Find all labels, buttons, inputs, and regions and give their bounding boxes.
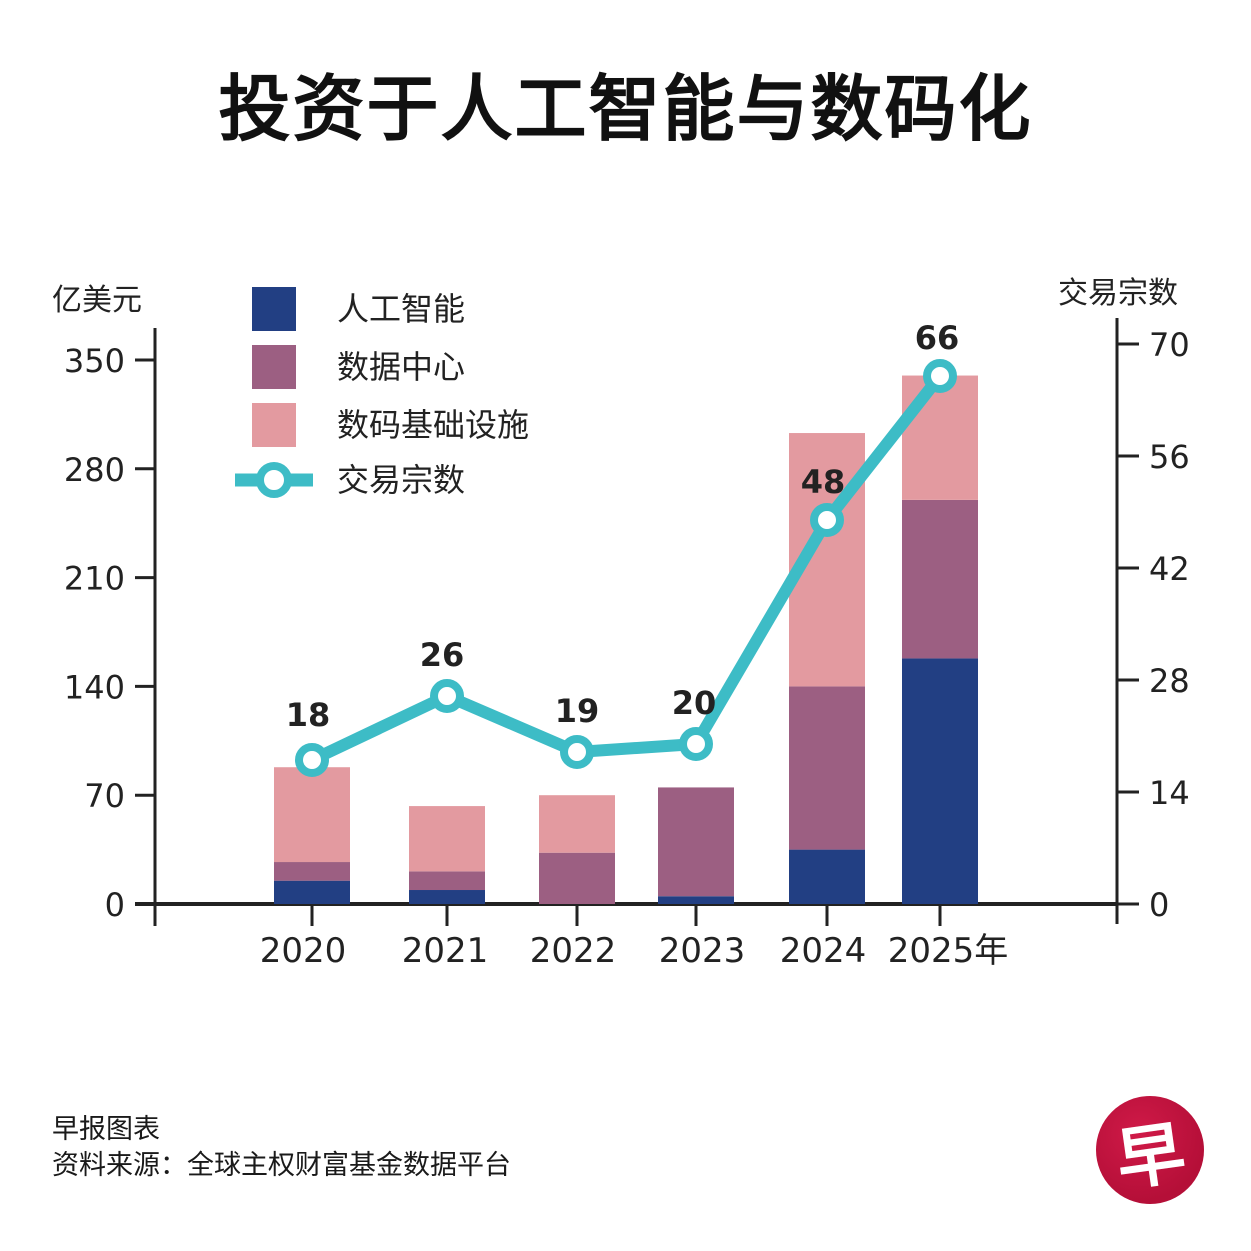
line-point <box>295 743 329 777</box>
legend-swatch <box>252 403 296 447</box>
line-path <box>309 372 945 766</box>
line-point <box>923 359 957 393</box>
left-tick-label: 280 <box>64 451 125 489</box>
bar-segment <box>658 787 734 897</box>
left-tick-label: 140 <box>64 668 125 706</box>
legend-label: 交易宗数 <box>337 461 465 499</box>
line-point <box>560 735 594 769</box>
data-source: 资料来源：全球主权财富基金数据平台 <box>52 1150 511 1181</box>
right-tick-label: 14 <box>1149 774 1190 812</box>
line-data-label: 20 <box>672 684 717 722</box>
x-tick-label: 2025年 <box>888 931 1009 971</box>
right-tick-label: 70 <box>1149 326 1190 364</box>
legend-swatch <box>252 345 296 389</box>
bar-segment <box>658 896 734 904</box>
line-point <box>679 727 713 761</box>
logo-glyph: 早 <box>1111 1112 1191 1201</box>
legend-line-marker <box>256 462 292 498</box>
right-axis-title: 交易宗数 <box>1058 276 1178 311</box>
bar-segment <box>789 849 865 904</box>
bar-segment <box>274 767 350 863</box>
chart-credit: 早报图表 <box>52 1114 160 1145</box>
bar-segment <box>274 862 350 881</box>
bar-segment <box>409 890 485 904</box>
legend-label: 数据中心 <box>337 348 465 386</box>
bar-segment <box>789 686 865 850</box>
line-data-label: 19 <box>555 692 600 730</box>
left-tick-label: 210 <box>64 560 125 598</box>
line-data-label: 18 <box>286 696 331 734</box>
right-tick-label: 42 <box>1149 550 1190 588</box>
legend-swatch <box>252 287 296 331</box>
left-tick-label: 0 <box>105 886 125 924</box>
line-data-label: 66 <box>915 319 960 357</box>
x-tick-label: 2023 <box>659 931 746 971</box>
bar-segment <box>902 375 978 500</box>
legend-label: 数码基础设施 <box>337 406 529 444</box>
bars <box>274 375 978 904</box>
bar-segment <box>902 658 978 904</box>
zaobao-logo-icon: 早 <box>1096 1096 1204 1204</box>
chart-title: 投资于人工智能与数码化 <box>218 67 1033 151</box>
left-axis-title: 亿美元 <box>52 283 142 318</box>
line-data-label: 26 <box>420 636 465 674</box>
legend-label: 人工智能 <box>337 290 465 328</box>
right-tick-label: 0 <box>1149 886 1169 924</box>
line-point <box>430 679 464 713</box>
line-series: 18 26 19 20 48 66 <box>286 319 960 777</box>
x-tick-label: 2022 <box>530 931 617 971</box>
right-tick-label: 56 <box>1149 438 1190 476</box>
right-tick-label: 28 <box>1149 662 1190 700</box>
left-tick-label: 70 <box>84 777 125 815</box>
footer: 早报图表 资料来源：全球主权财富基金数据平台 <box>52 1112 511 1184</box>
bar-segment <box>539 795 615 853</box>
bar-segment <box>539 852 615 904</box>
line-data-label: 48 <box>801 463 846 501</box>
bar-segment <box>902 499 978 659</box>
x-tick-label: 2024 <box>780 931 867 971</box>
line-point <box>810 503 844 537</box>
bar-segment <box>274 880 350 904</box>
bar-segment <box>409 806 485 872</box>
bar-segment <box>409 871 485 891</box>
x-tick-label: 2021 <box>402 931 489 971</box>
left-tick-label: 350 <box>64 342 125 380</box>
x-tick-label: 2020 <box>260 931 347 971</box>
